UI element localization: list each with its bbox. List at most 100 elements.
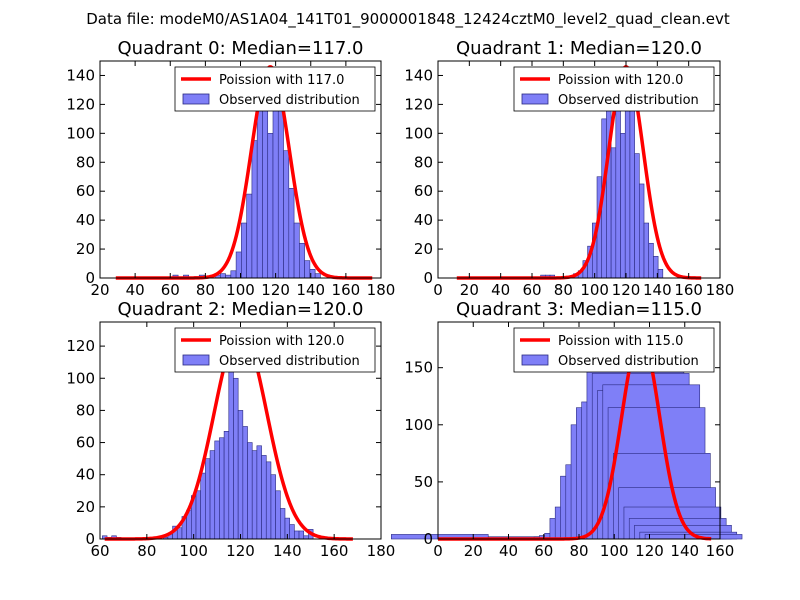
x-tick-label: 180 bbox=[706, 281, 735, 299]
y-tick-label: 20 bbox=[76, 240, 95, 258]
histogram-bar bbox=[639, 183, 645, 279]
x-tick-label: 100 bbox=[226, 281, 255, 299]
x-tick-label: 160 bbox=[674, 281, 703, 299]
histogram-bar bbox=[299, 242, 305, 279]
legend-label-curve: Poission with 120.0 bbox=[558, 73, 683, 88]
histogram-bar bbox=[265, 461, 272, 540]
subplot-quadrant-1: 0 20 40 60 80 100 120 140 160 1800204060801001201… bbox=[404, 38, 734, 299]
y-tick-label: 40 bbox=[76, 466, 95, 484]
x-tick-label: 80 bbox=[196, 281, 215, 299]
histogram-bar bbox=[314, 273, 321, 279]
histogram-bar bbox=[283, 150, 290, 279]
histogram-bar bbox=[275, 490, 281, 540]
x-tick-label: 80 bbox=[137, 542, 156, 560]
y-tick-label: 20 bbox=[414, 240, 433, 258]
x-tick-label: 140 bbox=[670, 542, 699, 560]
y-tick-label: 100 bbox=[66, 369, 95, 387]
y-tick-label: 100 bbox=[404, 124, 433, 142]
axes-frame bbox=[437, 60, 721, 279]
legend: Poission with 120.0 Observed distribution bbox=[174, 327, 376, 373]
x-tick-label: 160 bbox=[320, 542, 349, 560]
histogram-bar bbox=[233, 377, 239, 540]
subplot-quadrant-0: 20 40 60 80 100 120 140 160 18002040608010012014… bbox=[66, 38, 395, 299]
histogram-bar bbox=[256, 445, 262, 540]
x-tick-label: 120 bbox=[261, 281, 290, 299]
legend-hist-swatch bbox=[182, 93, 210, 105]
histogram-bar bbox=[267, 133, 274, 279]
histogram-bar bbox=[280, 508, 286, 540]
legend-box bbox=[513, 327, 715, 373]
y-tick-label: 120 bbox=[66, 95, 95, 113]
x-tick-label: 60 bbox=[90, 542, 109, 560]
histogram-bar bbox=[643, 222, 650, 279]
y-tick-label: 150 bbox=[404, 359, 433, 377]
y-tick-label: 140 bbox=[404, 66, 433, 84]
x-tick-label: 80 bbox=[569, 542, 588, 560]
histogram-bar bbox=[200, 472, 206, 540]
histogram-bar bbox=[205, 458, 211, 540]
legend-hist-swatch bbox=[521, 93, 549, 105]
figure-suptitle: Data file: modeM0/AS1A04_141T01_90000018… bbox=[86, 10, 730, 29]
histogram-bar bbox=[294, 530, 300, 540]
subplot-title: Quadrant 2: Median=120.0 bbox=[118, 299, 364, 320]
x-tick-label: 20 bbox=[464, 542, 483, 560]
histogram-bar bbox=[634, 153, 640, 279]
x-tick-label: 140 bbox=[643, 281, 672, 299]
x-tick-label: 140 bbox=[273, 542, 302, 560]
x-tick-label: 0 bbox=[433, 281, 443, 299]
subplot-title: Quadrant 0: Median=117.0 bbox=[118, 38, 364, 59]
subplot-title: Quadrant 3: Median=115.0 bbox=[456, 299, 702, 320]
histogram-bar bbox=[230, 270, 237, 279]
x-tick-label: 60 bbox=[522, 281, 541, 299]
y-tick-label: 60 bbox=[414, 182, 433, 200]
y-tick-label: 120 bbox=[404, 95, 433, 113]
histogram-bar bbox=[251, 450, 258, 540]
x-tick-label: 120 bbox=[612, 281, 641, 299]
subplot-quadrant-3: 0 20 40 60 80 100 120 140 160 0 50 100 150 Quadrant 3… bbox=[390, 299, 743, 560]
x-tick-label: 100 bbox=[580, 281, 609, 299]
legend: Poission with 115.0 Observed distribution bbox=[513, 327, 715, 373]
y-tick-label: 20 bbox=[76, 498, 95, 516]
y-tick-label: 60 bbox=[76, 182, 95, 200]
x-tick-label: 160 bbox=[706, 542, 735, 560]
x-tick-label: 60 bbox=[161, 281, 180, 299]
y-tick-label: 100 bbox=[66, 124, 95, 142]
legend-hist-swatch bbox=[521, 354, 549, 366]
histogram-bar bbox=[304, 260, 311, 279]
histogram-bar bbox=[242, 426, 248, 540]
histogram-bar bbox=[620, 133, 626, 279]
histogram-bar bbox=[610, 147, 617, 279]
y-tick-label: 0 bbox=[85, 530, 95, 548]
x-tick-label: 60 bbox=[534, 542, 553, 560]
histogram-bar bbox=[176, 527, 183, 540]
histogram-bar bbox=[288, 188, 295, 279]
legend-hist-swatch bbox=[182, 354, 210, 366]
x-tick-label: 100 bbox=[179, 542, 208, 560]
histogram-bar bbox=[220, 273, 226, 279]
x-tick-label: 40 bbox=[126, 281, 145, 299]
legend-label-curve: Poission with 120.0 bbox=[219, 334, 344, 349]
histogram-bar bbox=[251, 140, 258, 279]
subplot-title: Quadrant 1: Median=120.0 bbox=[456, 38, 702, 59]
x-tick-label: 0 bbox=[433, 542, 443, 560]
histogram-bar bbox=[223, 431, 230, 540]
y-tick-label: 0 bbox=[423, 269, 433, 287]
x-tick-label: 40 bbox=[491, 281, 510, 299]
histogram-bar bbox=[289, 524, 295, 540]
legend-label-curve: Poission with 115.0 bbox=[558, 334, 683, 349]
legend: Poission with 120.0 Observed distribution bbox=[513, 66, 715, 112]
x-tick-label: 100 bbox=[600, 542, 629, 560]
x-tick-label: 80 bbox=[554, 281, 573, 299]
y-tick-label: 0 bbox=[423, 530, 433, 548]
histogram-bar bbox=[615, 92, 621, 279]
x-tick-label: 20 bbox=[90, 281, 109, 299]
x-tick-label: 180 bbox=[367, 281, 396, 299]
y-tick-label: 80 bbox=[414, 153, 433, 171]
histogram-bar bbox=[298, 530, 305, 540]
histogram-bar bbox=[657, 269, 664, 279]
y-tick-label: 60 bbox=[76, 434, 95, 452]
x-tick-label: 180 bbox=[367, 542, 396, 560]
histogram-bar bbox=[237, 410, 244, 540]
y-tick-label: 0 bbox=[85, 269, 95, 287]
